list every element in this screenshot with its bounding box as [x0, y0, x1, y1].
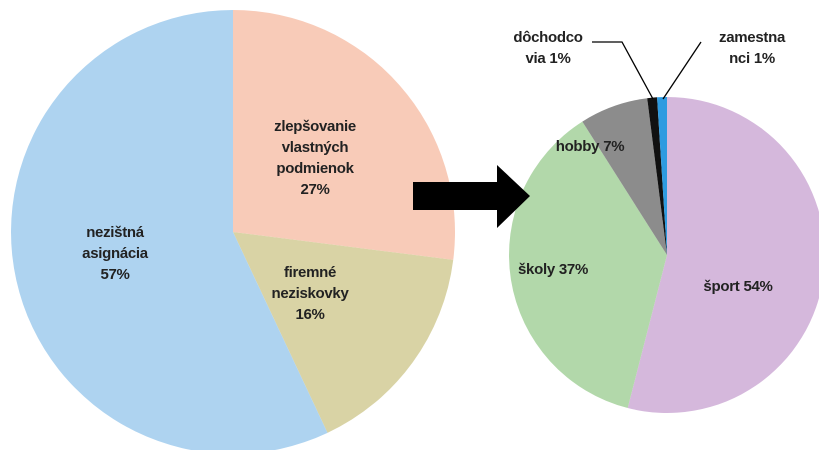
label-line: šport	[703, 278, 739, 295]
label-line: podmienok	[276, 160, 354, 177]
pie-slice	[582, 98, 667, 255]
value-label: 1%	[549, 50, 570, 67]
pie-slice	[647, 97, 667, 256]
pie-slice	[233, 232, 454, 433]
slice-label: hobby 7%	[556, 138, 625, 155]
value-label: 54%	[743, 278, 772, 295]
slice-label: dôchodco via 1%	[513, 29, 582, 67]
label-line: nci	[729, 50, 750, 67]
value-label: 7%	[603, 138, 624, 155]
arrow	[413, 165, 530, 228]
label-line: asignácia	[82, 245, 149, 262]
value-label: 57%	[100, 266, 129, 283]
value-label: 27%	[300, 181, 329, 198]
slice-label: šport 54%	[703, 278, 772, 295]
value-label: 1%	[754, 50, 775, 67]
pie-slice	[509, 121, 667, 409]
slice-label: firemné neziskovky 16%	[271, 264, 349, 323]
pie-slice	[627, 97, 819, 413]
pie-slice	[233, 10, 455, 260]
slice-label: zlepšovanie vlastných podmienok 27%	[274, 118, 356, 198]
label-line: firemné	[284, 264, 336, 281]
slice-label: školy 37%	[518, 261, 588, 278]
label-line: hobby	[556, 138, 600, 155]
pie-slice	[11, 10, 328, 450]
label-line: neziskovky	[271, 285, 349, 302]
label-line: dôchodco	[513, 29, 582, 46]
value-label: 37%	[559, 261, 588, 278]
leader-line	[592, 41, 654, 100]
pie-slice	[657, 97, 667, 255]
slice-label: nezištná asignácia 57%	[82, 224, 149, 283]
leader-line	[662, 41, 702, 100]
value-label: 16%	[295, 306, 324, 323]
label-line: via	[525, 50, 546, 67]
slice-label: zamestna nci 1%	[719, 29, 786, 67]
label-line: vlastných	[282, 139, 349, 156]
label-line: nezištná	[86, 224, 145, 241]
label-line: zlepšovanie	[274, 118, 356, 135]
label-line: školy	[518, 261, 556, 278]
label-line: zamestna	[719, 29, 786, 46]
